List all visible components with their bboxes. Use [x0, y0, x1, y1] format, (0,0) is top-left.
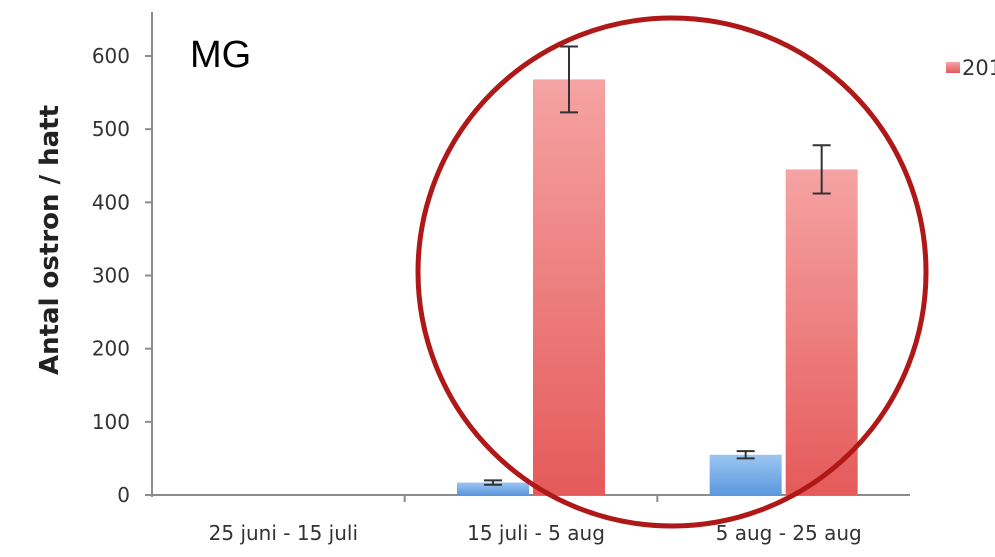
error-bars	[484, 45, 831, 486]
legend-swatch-2014	[946, 62, 960, 73]
chart-annotation: MG	[190, 34, 251, 76]
axes	[151, 12, 910, 497]
x-tick-label: 5 aug - 25 aug	[716, 521, 862, 545]
bar-series-0-1	[457, 482, 529, 495]
bar-2014-1	[533, 79, 605, 495]
y-tick-label: 0	[117, 483, 130, 507]
y-axis-label: Antal ostron / hatt	[35, 105, 65, 375]
highlight-circle	[415, 15, 929, 529]
y-ticks: 0 100 200 300 400 500 600	[92, 44, 152, 507]
y-tick-label: 400	[92, 190, 130, 214]
error-bar	[484, 479, 502, 486]
x-tick-label: 15 juli - 5 aug	[467, 521, 605, 545]
bars	[457, 79, 858, 496]
y-tick-label: 300	[92, 264, 130, 288]
bar-series-0-2	[709, 454, 782, 495]
bar-2014-2	[785, 169, 858, 496]
error-bar	[560, 45, 578, 114]
error-bar	[736, 450, 755, 460]
x-ticks: 25 juni - 15 juli 15 juli - 5 aug 5 aug - …	[209, 495, 862, 545]
error-bar	[812, 144, 831, 195]
y-tick-label: 100	[92, 410, 130, 434]
x-tick-label: 25 juni - 15 juli	[209, 521, 358, 545]
legend: 2014	[946, 56, 995, 80]
legend-label-2014: 2014	[962, 56, 995, 80]
y-tick-label: 500	[92, 117, 130, 141]
y-tick-label: 200	[92, 337, 130, 361]
y-tick-label: 600	[92, 44, 130, 68]
